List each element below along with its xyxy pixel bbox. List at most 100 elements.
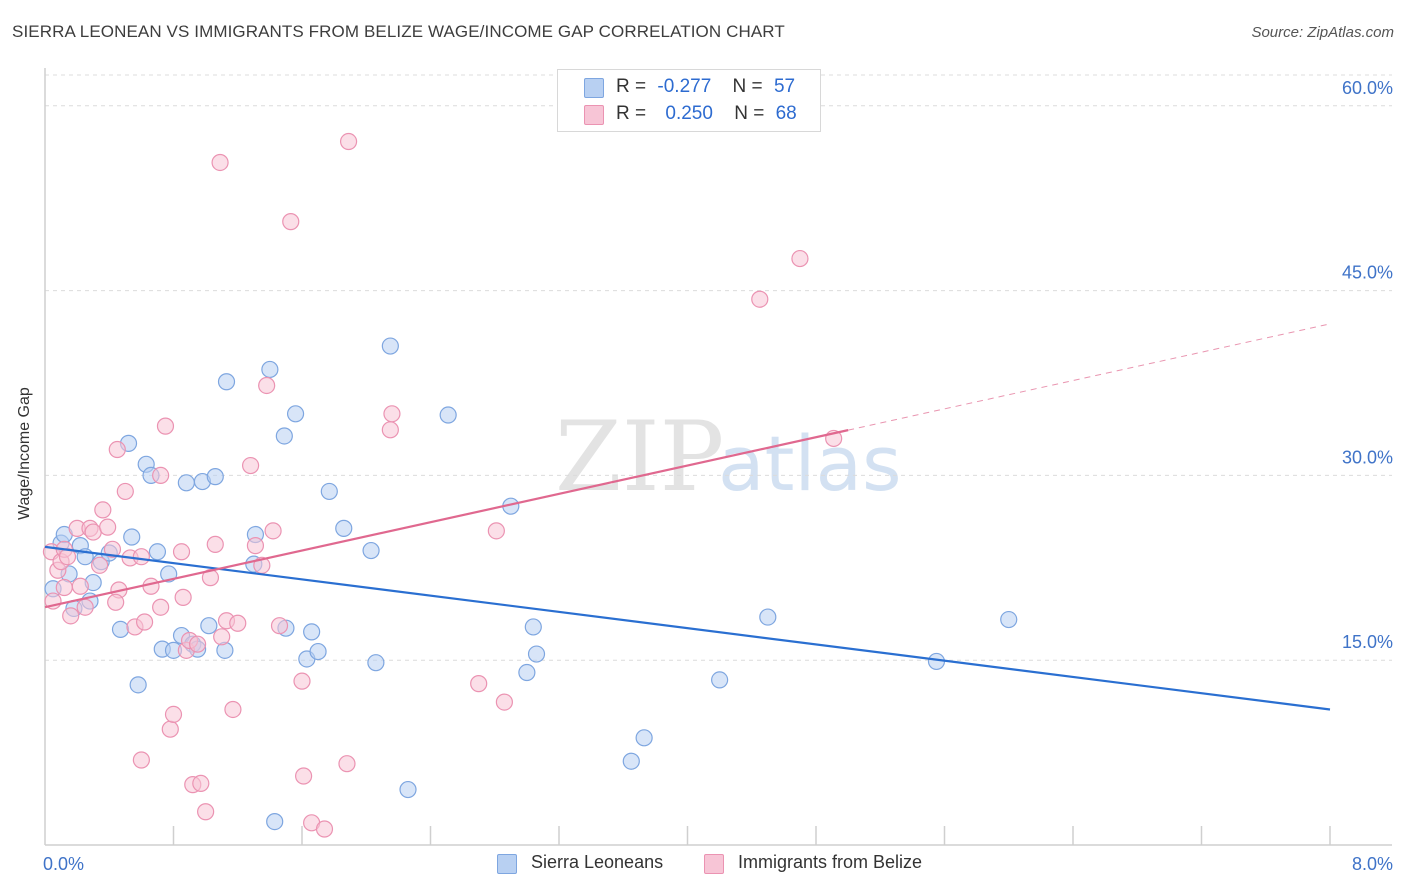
data-point-blue (759, 608, 777, 626)
watermark-zip: ZIP (555, 401, 724, 513)
data-point-pink (84, 523, 102, 541)
data-point-pink (470, 675, 488, 693)
data-point-blue (527, 645, 546, 663)
data-point-pink (132, 548, 150, 566)
legend-n-value: 57 (773, 76, 796, 97)
data-point-blue (622, 752, 640, 770)
data-point-pink (76, 598, 94, 616)
legend-n-value: 68 (775, 103, 797, 124)
data-point-pink (213, 628, 231, 646)
data-point-pink (197, 803, 215, 821)
data-point-blue (177, 474, 195, 492)
data-point-blue (303, 623, 321, 641)
data-point-blue (635, 729, 653, 747)
data-point-pink (71, 577, 89, 595)
data-point-pink (156, 417, 175, 435)
x-tick-label-max: 8.0% (1352, 854, 1393, 874)
legend-r-value: -0.277 (657, 76, 712, 97)
legend-n-label: N = (732, 76, 763, 97)
data-point-pink (188, 635, 207, 653)
legend-box: R = -0.277 N = 57 R = 0.250 N = 68 (557, 69, 821, 132)
y-tick-label: 60.0% (1342, 78, 1393, 98)
bottom-legend-label: Immigrants from Belize (738, 852, 923, 872)
y-tick-label: 30.0% (1342, 447, 1393, 467)
data-point-pink (142, 577, 160, 595)
data-point-pink (172, 543, 191, 561)
data-point-pink (62, 607, 80, 625)
data-point-pink (108, 440, 126, 459)
data-point-blue (367, 654, 385, 672)
data-point-blue (518, 663, 536, 682)
data-point-pink (94, 501, 112, 519)
data-point-pink (229, 614, 247, 632)
y-tick-label: 15.0% (1342, 632, 1393, 652)
data-point-pink (487, 522, 505, 540)
data-point-blue (524, 618, 542, 636)
data-point-blue (123, 528, 141, 546)
data-point-pink (152, 466, 170, 484)
data-point-pink (103, 540, 122, 558)
data-point-blue (335, 519, 353, 537)
data-point-blue (711, 671, 729, 689)
data-point-pink (152, 598, 170, 616)
bottom-legend-swatch-pink (704, 854, 724, 874)
data-point-pink (174, 588, 192, 606)
data-point-pink (293, 672, 311, 690)
data-point-blue (266, 812, 284, 831)
data-point-pink (135, 613, 154, 631)
data-point-pink (164, 705, 183, 724)
trend-line-extension-pink (848, 323, 1331, 431)
legend-n-label: N = (734, 103, 765, 124)
data-point-blue (200, 617, 218, 635)
data-point-pink (282, 213, 300, 231)
data-point-pink (295, 767, 313, 785)
data-point-pink (264, 522, 282, 540)
data-point-blue (439, 406, 457, 424)
bottom-legend: Sierra Leoneans Immigrants from Belize (0, 852, 1406, 878)
data-point-pink (751, 290, 769, 308)
data-point-pink (161, 720, 179, 738)
data-point-pink (246, 537, 265, 555)
data-point-blue (362, 541, 380, 560)
data-point-blue (261, 360, 279, 379)
bottom-legend-label: Sierra Leoneans (531, 852, 664, 872)
data-point-pink (258, 376, 276, 395)
legend-r-label: R = (616, 103, 647, 124)
data-point-pink (315, 820, 334, 838)
watermark-atlas: atlas (718, 419, 902, 508)
data-point-blue (399, 780, 417, 799)
data-point-blue (129, 676, 147, 694)
data-point-pink (211, 153, 229, 172)
data-point-pink (338, 755, 356, 773)
data-point-pink (132, 751, 150, 769)
data-point-blue (309, 642, 327, 661)
legend-r-label: R = (616, 76, 647, 97)
data-point-pink (107, 593, 125, 611)
legend-swatch-pink (584, 105, 604, 125)
data-point-blue (148, 543, 167, 561)
trend-line-blue (44, 545, 1331, 711)
data-point-blue (381, 337, 399, 355)
data-point-blue (1000, 610, 1018, 629)
y-tick-label: 45.0% (1342, 263, 1393, 283)
data-point-pink (383, 405, 401, 423)
data-point-pink (495, 693, 513, 711)
data-point-pink (55, 578, 73, 597)
data-point-pink (91, 556, 109, 574)
source-label: Source: ZipAtlas.com (1251, 24, 1394, 41)
data-point-blue (111, 620, 130, 639)
bottom-legend-swatch-blue (497, 854, 517, 874)
x-tick-label-min: 0.0% (43, 854, 84, 874)
data-point-blue (217, 373, 236, 391)
legend-r-value: 0.250 (665, 103, 713, 124)
data-point-blue (206, 468, 224, 486)
data-point-pink (270, 617, 289, 635)
data-point-pink (116, 482, 134, 501)
chart-title: SIERRA LEONEAN VS IMMIGRANTS FROM BELIZE… (12, 22, 785, 41)
data-point-pink (99, 518, 117, 536)
data-point-pink (791, 249, 809, 268)
data-point-pink (224, 700, 242, 719)
data-point-blue (320, 482, 338, 501)
trend-line-pink (44, 429, 849, 609)
